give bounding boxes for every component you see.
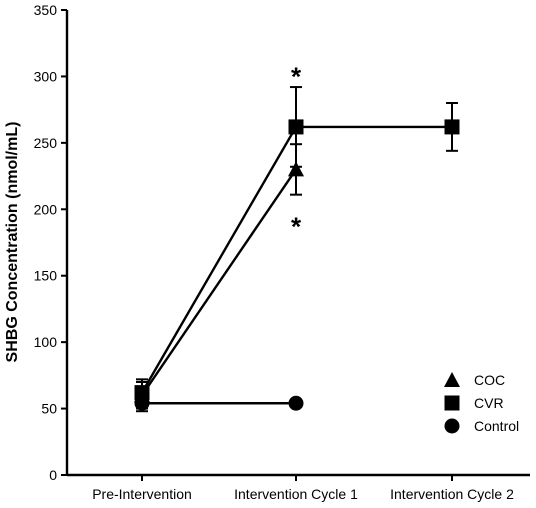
legend-label-coc: COC — [474, 372, 505, 388]
y-tick-label-250: 250 — [34, 135, 58, 151]
y-tick-label-200: 200 — [34, 201, 58, 217]
x-tick-label-2: Intervention Cycle 2 — [390, 486, 514, 502]
significance-marker-1: * — [291, 212, 302, 242]
legend-label-control: Control — [474, 418, 519, 434]
series-line-coc — [141, 168, 297, 396]
y-tick-label-0: 0 — [49, 467, 57, 483]
y-axis-label: SHBG Concentration (nmol/mL) — [4, 122, 21, 363]
x-tick-label-1: Intervention Cycle 1 — [234, 486, 358, 502]
significance-marker-0: * — [291, 61, 302, 91]
data-point-cvr-2 — [444, 119, 460, 135]
y-tick-label-150: 150 — [34, 268, 58, 284]
data-point-cvr-1 — [288, 119, 304, 135]
legend-marker-cvr — [444, 395, 460, 411]
legend-label-cvr: CVR — [474, 395, 504, 411]
data-point-control-0 — [134, 395, 150, 411]
data-point-coc-1 — [288, 161, 304, 177]
y-tick-label-300: 300 — [34, 68, 58, 84]
data-point-cvr-0 — [134, 385, 150, 401]
legend: COC CVR Control — [444, 372, 519, 434]
x-tick-label-0: Pre-Intervention — [92, 486, 192, 502]
series-group — [134, 86, 460, 413]
data-point-control-1 — [288, 395, 304, 411]
x-ticks: Pre-Intervention Intervention Cycle 1 Inte… — [92, 475, 514, 502]
legend-marker-coc — [444, 372, 460, 387]
y-tick-label-100: 100 — [34, 334, 58, 350]
y-tick-label-50: 50 — [41, 401, 57, 417]
y-ticks: 0 50 100 150 200 250 300 350 — [34, 2, 67, 483]
legend-marker-control — [444, 418, 460, 434]
y-tick-label-350: 350 — [34, 2, 58, 18]
annotations: ** — [291, 61, 302, 241]
